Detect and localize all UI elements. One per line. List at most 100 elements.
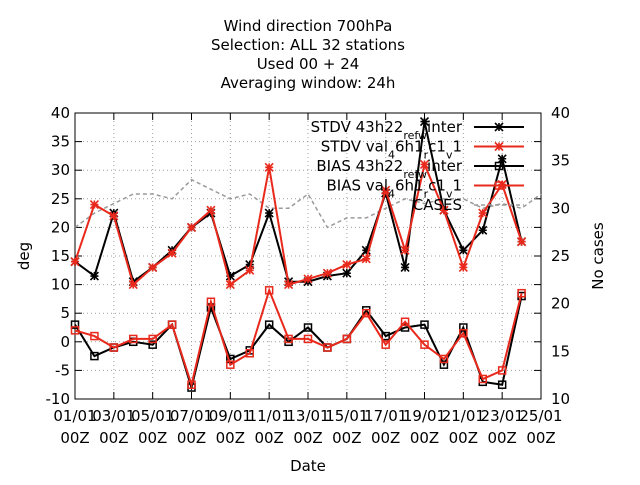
series-3-point bbox=[245, 348, 254, 358]
y-tick-label: 20 bbox=[51, 218, 70, 236]
series-0-point bbox=[419, 117, 430, 127]
legend-sample-marker bbox=[494, 122, 504, 132]
x-tick-label: 00Z bbox=[371, 429, 400, 447]
series-1-point bbox=[89, 199, 99, 210]
y2-tick-label: 10 bbox=[551, 390, 570, 408]
y-tick-label: 15 bbox=[51, 247, 70, 265]
y2-tick-label: 35 bbox=[551, 152, 570, 170]
series-1-point bbox=[439, 205, 449, 215]
series-3-line bbox=[74, 287, 523, 389]
series-1-point bbox=[206, 205, 216, 215]
series-2-point bbox=[264, 320, 274, 329]
x-tick-label: 03/01 bbox=[92, 407, 135, 425]
y2-tick-label: 25 bbox=[551, 247, 570, 265]
series-1-point bbox=[148, 262, 158, 273]
series-3-point bbox=[381, 340, 390, 349]
x-tick-label: 01/01 bbox=[53, 407, 96, 425]
x-axis-label: Date bbox=[290, 457, 326, 475]
legend-sample-marker bbox=[494, 181, 504, 190]
y-tick-label: 30 bbox=[51, 161, 70, 179]
series-1-point bbox=[284, 280, 294, 290]
legend-label: STDV 43h22refwinter bbox=[311, 118, 463, 142]
series-3-point bbox=[439, 354, 449, 364]
y-tick-label: -5 bbox=[55, 361, 70, 379]
series-0-point bbox=[478, 225, 488, 235]
x-tick-label: 00Z bbox=[216, 429, 245, 447]
x-tick-label: 09/01 bbox=[209, 407, 252, 425]
chart-title-line: Used 00 + 24 bbox=[257, 55, 360, 73]
series-2-point bbox=[420, 320, 429, 329]
series-3-point bbox=[167, 320, 177, 329]
series-1-point bbox=[322, 268, 332, 278]
y-tick-label: 5 bbox=[60, 304, 70, 322]
x-tick-label: 00Z bbox=[410, 429, 439, 447]
series-0-point bbox=[264, 208, 274, 218]
series-3-point bbox=[109, 343, 119, 352]
legend-sample-marker bbox=[494, 161, 504, 171]
series-1-point bbox=[361, 254, 371, 264]
series-3-point bbox=[459, 328, 468, 338]
y2-tick-label: 20 bbox=[551, 295, 570, 313]
series-1-point bbox=[128, 280, 138, 290]
series-0-point bbox=[245, 260, 255, 270]
series-2-point bbox=[90, 351, 99, 361]
series-3-point bbox=[70, 326, 80, 335]
x-tick-label: 00Z bbox=[332, 429, 361, 447]
series-2-point bbox=[303, 323, 313, 332]
series-2-point bbox=[400, 323, 410, 332]
y-tick-label: 25 bbox=[51, 190, 70, 208]
legend-label: BIAS val46h1rc1v1 bbox=[327, 177, 463, 201]
x-tick-label: 15/01 bbox=[325, 407, 368, 425]
series-3-point bbox=[362, 308, 371, 318]
series-3-point bbox=[284, 334, 293, 344]
x-tick-label: 00Z bbox=[60, 429, 89, 447]
series-0-point bbox=[225, 271, 235, 281]
series-3-point bbox=[400, 317, 410, 327]
series-1-point bbox=[517, 237, 527, 247]
y-tick-label: -10 bbox=[46, 390, 71, 408]
legend-label: BIAS 43h22refwinter bbox=[316, 157, 462, 181]
x-tick-label: 00Z bbox=[293, 429, 322, 447]
x-tick-label: 19/01 bbox=[403, 407, 446, 425]
y-tick-label: 40 bbox=[51, 104, 70, 122]
series-3-point bbox=[187, 380, 196, 389]
series-1-point bbox=[419, 159, 430, 170]
series-1-point bbox=[245, 265, 255, 275]
series-1-point bbox=[264, 162, 274, 172]
series-0-point bbox=[458, 245, 468, 255]
series-2-point bbox=[497, 380, 507, 389]
x-tick-label: 00Z bbox=[138, 429, 167, 447]
y-tick-label: 10 bbox=[51, 276, 70, 294]
x-tick-label: 21/01 bbox=[442, 407, 485, 425]
series-2-point bbox=[70, 320, 80, 329]
series-1-point bbox=[70, 257, 80, 267]
series-1-point bbox=[400, 245, 410, 255]
series-1-point bbox=[458, 262, 468, 273]
series-3-point bbox=[206, 297, 216, 307]
series-2-point bbox=[439, 360, 449, 369]
series-3-point bbox=[303, 334, 313, 344]
legend-sample-marker bbox=[494, 141, 504, 152]
series-3-point bbox=[264, 286, 274, 295]
x-tick-label: 00Z bbox=[254, 429, 283, 447]
series-3-point bbox=[497, 366, 507, 375]
series-3-point bbox=[90, 331, 99, 341]
chart-title-line: Wind direction 700hPa bbox=[224, 17, 393, 35]
series-3-point bbox=[148, 334, 157, 344]
series-3-point bbox=[517, 288, 526, 298]
series-3-point bbox=[478, 374, 487, 384]
x-tick-label: 11/01 bbox=[248, 407, 291, 425]
x-tick-label: 00Z bbox=[99, 429, 128, 447]
y2-tick-label: 15 bbox=[551, 342, 570, 360]
series-0-point bbox=[400, 262, 410, 273]
chart-title-line: Averaging window: 24h bbox=[221, 74, 396, 92]
x-tick-label: 13/01 bbox=[286, 407, 329, 425]
series-0-point bbox=[89, 271, 99, 281]
x-tick-label: 07/01 bbox=[170, 407, 213, 425]
series-0-point bbox=[361, 245, 371, 255]
x-tick-label: 05/01 bbox=[131, 407, 174, 425]
x-tick-label: 23/01 bbox=[481, 407, 524, 425]
chart-title-line: Selection: ALL 32 stations bbox=[211, 36, 405, 54]
